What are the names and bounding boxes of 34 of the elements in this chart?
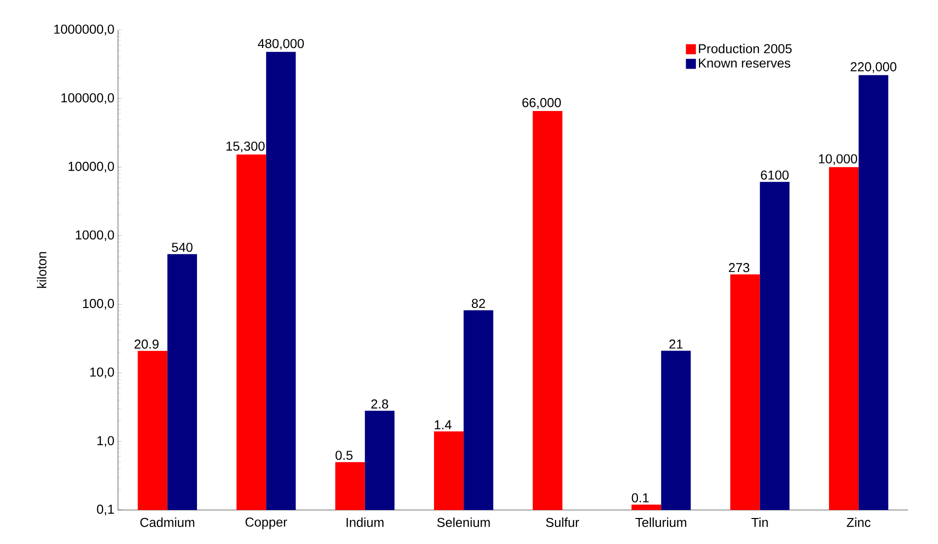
y-tick-label: 10,0 bbox=[90, 368, 114, 378]
y-tick-label: 0,1 bbox=[96, 504, 114, 516]
legend-label: Known reserves bbox=[698, 58, 790, 68]
data-label: 0.5 bbox=[336, 450, 353, 460]
legend-label: Production 2005 bbox=[698, 44, 792, 54]
data-label: 66,000 bbox=[522, 98, 561, 109]
data-label: 6100 bbox=[760, 170, 789, 180]
x-tick-label: Selenium bbox=[437, 518, 490, 528]
y-axis-title: kiloton bbox=[36, 252, 46, 288]
data-label: 540 bbox=[172, 242, 192, 252]
y-tick-label: 1000000,0 bbox=[54, 24, 114, 36]
x-tick-label: Indium bbox=[346, 518, 384, 528]
data-label: 82 bbox=[472, 298, 485, 308]
data-label: 480,000 bbox=[258, 38, 304, 50]
data-label: 15,300 bbox=[226, 142, 265, 152]
data-label: 20.9 bbox=[134, 340, 159, 349]
x-tick-label: Cadmium bbox=[140, 518, 194, 528]
x-tick-label: Tin bbox=[751, 518, 768, 527]
x-tick-label: Sulfur bbox=[546, 518, 580, 528]
y-tick-label: 10000,0 bbox=[68, 162, 114, 172]
data-label: 273 bbox=[728, 263, 750, 272]
data-label: 2.8 bbox=[371, 399, 388, 409]
y-tick-label: 1,0 bbox=[97, 436, 114, 447]
x-tick-label: Zinc bbox=[846, 518, 871, 528]
data-label: 10,000 bbox=[818, 154, 858, 165]
x-tick-label: Copper bbox=[246, 518, 288, 530]
data-label: 1.4 bbox=[434, 420, 452, 430]
y-tick-label: 100000,0 bbox=[61, 93, 114, 104]
data-label: 21 bbox=[669, 340, 683, 349]
data-label: 220,000 bbox=[850, 62, 896, 73]
data-label: 0.1 bbox=[632, 493, 649, 502]
y-tick-label: 1000,0 bbox=[76, 230, 114, 242]
x-tick-label: Tellurium bbox=[636, 518, 686, 528]
y-tick-label: 100,0 bbox=[83, 298, 114, 310]
